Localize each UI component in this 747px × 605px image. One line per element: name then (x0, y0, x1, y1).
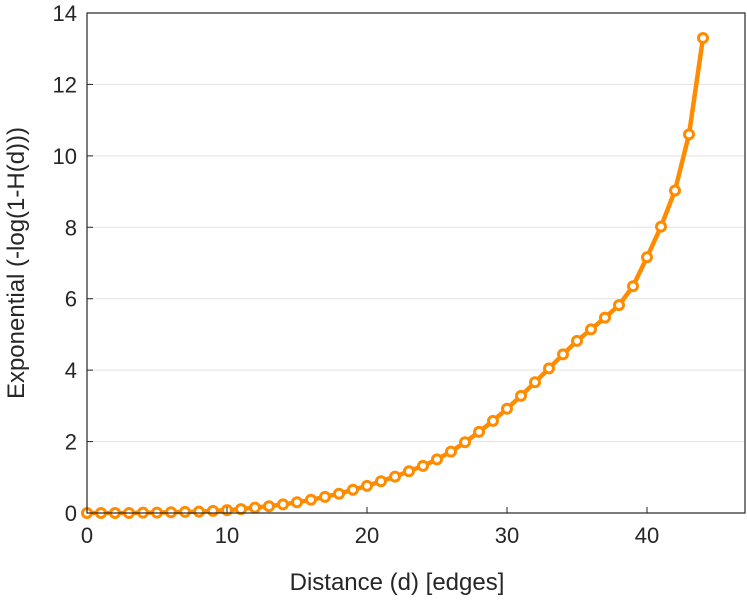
x-tick-label: 0 (81, 523, 93, 548)
data-point (445, 445, 457, 458)
data-point (487, 414, 499, 427)
data-point (473, 425, 485, 438)
data-point (277, 498, 289, 511)
data-point (249, 501, 261, 514)
y-tick-label: 2 (65, 430, 77, 455)
data-point (557, 348, 569, 361)
x-tick-label: 20 (355, 523, 379, 548)
data-point (417, 459, 429, 472)
axis-ticks: 0 2 4 6 8 10 12 14 0 10 20 30 40 (53, 1, 660, 548)
data-point (305, 493, 317, 506)
data-point (697, 32, 709, 44)
data-point (361, 479, 373, 492)
data-point (585, 323, 597, 336)
x-tick-label: 10 (215, 523, 239, 548)
grid-lines (87, 83, 745, 443)
data-point (543, 362, 555, 375)
data-point (501, 402, 513, 415)
y-tick-label: 6 (65, 287, 77, 312)
data-point (529, 376, 541, 389)
y-tick-label: 0 (65, 501, 77, 526)
data-point (193, 505, 205, 518)
data-point (641, 251, 653, 264)
data-point (655, 220, 667, 233)
data-point (669, 184, 681, 197)
data-point (235, 503, 247, 516)
x-tick-label: 30 (495, 523, 519, 548)
data-point (683, 128, 695, 141)
plot-area (87, 13, 745, 513)
data-point (515, 389, 527, 402)
data-point (627, 280, 639, 293)
y-tick-label: 12 (53, 72, 77, 97)
data-point (459, 436, 471, 449)
data-point (375, 475, 387, 488)
data-point (571, 334, 583, 347)
data-point (319, 490, 331, 503)
data-point (333, 487, 345, 500)
x-tick-label: 40 (635, 523, 659, 548)
plot-frame (86, 12, 746, 514)
x-axis-title: Distance (d) [edges] (290, 569, 505, 596)
y-axis-title: Exponential (-log(1-H(d))) (3, 127, 30, 399)
data-point (165, 506, 177, 519)
y-tick-label: 14 (53, 1, 77, 26)
y-tick-label: 4 (65, 358, 77, 383)
data-point (291, 496, 303, 509)
data-point (599, 311, 611, 324)
data-point (207, 504, 219, 517)
data-point (613, 299, 625, 312)
data-point (179, 505, 191, 518)
data-point (389, 470, 401, 483)
y-tick-label: 10 (53, 144, 77, 169)
data-point (403, 465, 415, 478)
data-point (263, 500, 275, 513)
y-tick-label: 8 (65, 215, 77, 240)
data-point (347, 483, 359, 496)
data-point (431, 453, 443, 466)
